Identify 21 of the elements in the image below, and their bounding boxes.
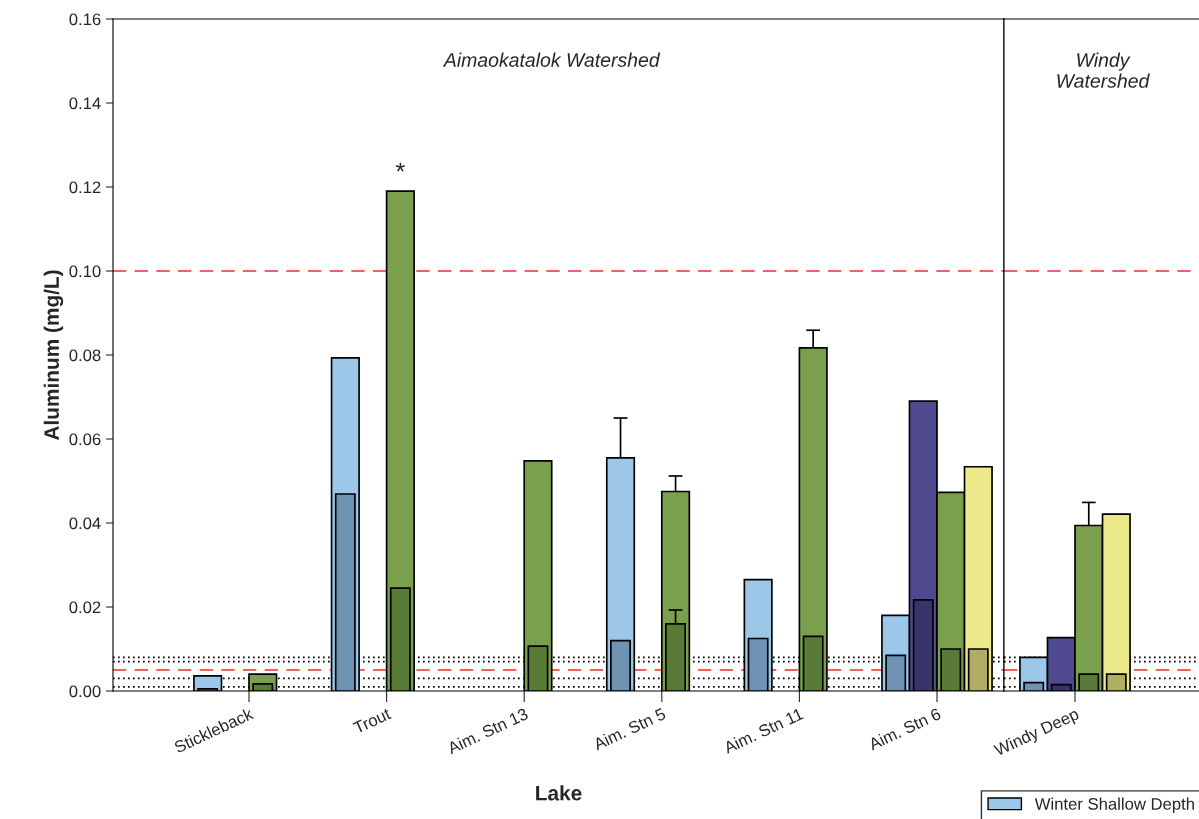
x-tick-label: Aim. Stn 6 bbox=[867, 707, 942, 751]
x-tick-label: Aim. Stn 5 bbox=[592, 707, 667, 751]
y-tick-label: 0.00 bbox=[69, 685, 101, 698]
y-tick-label: 0.08 bbox=[69, 349, 101, 362]
y-tick-label: 0.12 bbox=[69, 181, 101, 194]
y-tick-label: 0.04 bbox=[69, 517, 101, 530]
y-axis-title: Aluminum (mg/L) bbox=[43, 270, 64, 441]
x-tick-label: Aim. Stn 13 bbox=[446, 707, 529, 755]
y-tick-label: 0.16 bbox=[69, 13, 101, 26]
annotation: Aimaokatalok Watershed bbox=[442, 52, 661, 67]
annotation: * bbox=[395, 162, 405, 172]
annotation: Windy Watershed bbox=[1057, 52, 1150, 88]
legend-label: Winter Shallow Depth bbox=[1034, 797, 1194, 814]
x-axis-title: Lake bbox=[536, 785, 582, 801]
x-tick-label: Aim. Stn 11 bbox=[722, 707, 804, 754]
y-tick-label: 0.14 bbox=[69, 97, 101, 110]
y-tick-label: 0.06 bbox=[69, 433, 101, 446]
x-tick-label: Windy Deep bbox=[992, 707, 1081, 760]
y-tick-label: 0.02 bbox=[69, 601, 101, 614]
y-tick-label: 0.10 bbox=[69, 265, 101, 278]
x-tick-label: Trout bbox=[352, 707, 392, 735]
